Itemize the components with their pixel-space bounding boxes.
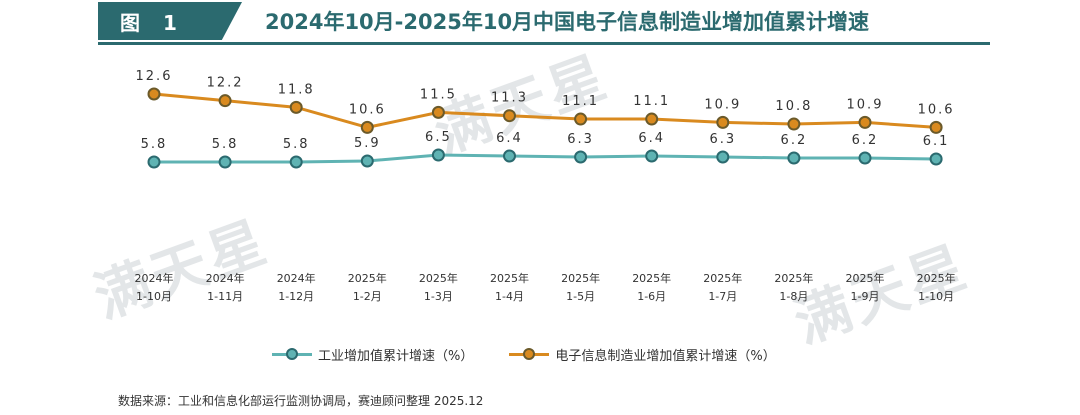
- figure-tag-background: [98, 2, 242, 40]
- data-point: [218, 94, 232, 108]
- data-label: 5.8: [283, 137, 310, 152]
- data-point: [716, 150, 730, 164]
- legend-item-electronics: 电子信息制造业增加值累计增速（%）: [509, 345, 776, 364]
- data-point: [218, 155, 232, 169]
- x-tick-label: 2024年: [135, 271, 174, 285]
- x-tick-label: 1-3月: [424, 290, 453, 303]
- data-label: 5.8: [212, 137, 239, 152]
- data-label: 6.2: [781, 133, 808, 148]
- data-label: 6.2: [852, 133, 879, 148]
- x-tick-label: 1-2月: [353, 290, 382, 303]
- x-tick-label: 2024年: [277, 271, 316, 285]
- x-tick-label: 2025年: [917, 271, 956, 285]
- x-tick-label: 1-7月: [708, 290, 737, 303]
- x-tick-label: 2025年: [419, 271, 458, 285]
- data-point: [716, 115, 730, 129]
- data-point: [858, 151, 872, 165]
- data-point: [787, 117, 801, 131]
- x-tick-label: 1-12月: [278, 290, 314, 303]
- x-tick-label: 2025年: [490, 271, 529, 285]
- figure-header: 图 1 2024年10月-2025年10月中国电子信息制造业增加值累计增速: [0, 0, 1080, 46]
- series-line: [153, 92, 937, 129]
- legend-label-electronics: 电子信息制造业增加值累计增速（%）: [555, 348, 776, 364]
- data-point: [431, 105, 445, 119]
- data-point: [147, 155, 161, 169]
- data-label: 11.8: [278, 82, 315, 97]
- x-tick-label: 1-10月: [136, 290, 172, 303]
- data-label: 11.3: [491, 91, 528, 106]
- data-point: [147, 87, 161, 101]
- chart-legend: 工业增加值累计增速（%） 电子信息制造业增加值累计增速（%）: [272, 343, 812, 365]
- data-label: 10.9: [847, 97, 884, 112]
- data-label: 11.1: [633, 94, 670, 109]
- data-point: [289, 100, 303, 114]
- x-tick-label: 1-5月: [566, 290, 595, 303]
- data-label: 10.6: [918, 102, 955, 117]
- x-tick-label: 2025年: [348, 271, 387, 285]
- data-label: 5.8: [141, 137, 168, 152]
- data-point: [360, 120, 374, 134]
- data-label: 10.8: [775, 99, 812, 114]
- legend-swatch-electronics: [509, 348, 550, 360]
- x-tick-label: 2024年: [206, 271, 245, 285]
- data-label: 6.5: [425, 130, 452, 145]
- data-point: [858, 115, 872, 129]
- data-point: [360, 154, 374, 168]
- header-rule: [98, 42, 990, 45]
- x-tick-label: 1-10月: [918, 290, 954, 303]
- x-tick-label: 1-9月: [851, 290, 880, 303]
- data-label: 11.5: [420, 87, 457, 102]
- line-chart: 5.8 5.8 5.8 5.9 6.5 6.4 6.3 6.4 6.3 6.2 6.2 6.1 12.6…: [135, 69, 956, 303]
- data-label: 12.6: [136, 69, 173, 84]
- series-line: [154, 153, 937, 164]
- data-label: 10.9: [704, 97, 741, 112]
- x-tick-label: 2025年: [703, 271, 742, 285]
- data-label: 12.2: [207, 76, 244, 91]
- data-point: [503, 109, 516, 123]
- data-point: [289, 155, 303, 169]
- data-point: [929, 152, 943, 166]
- legend-swatch-industrial: [272, 348, 312, 360]
- x-tick-label: 1-4月: [495, 290, 524, 303]
- legend-label-industrial: 工业增加值累计增速（%）: [318, 348, 474, 364]
- data-point: [645, 112, 659, 126]
- source-note: 数据来源：工业和信息化部运行监测协调局，赛迪顾问整理 2025.12: [118, 394, 484, 408]
- data-point: [645, 149, 659, 163]
- data-label: 6.3: [567, 132, 594, 147]
- x-tick-label: 1-11月: [207, 290, 243, 303]
- x-tick-label: 2025年: [774, 271, 813, 285]
- legend-marker: [523, 348, 536, 360]
- legend-marker: [286, 348, 298, 360]
- data-point: [431, 148, 445, 162]
- data-point: [787, 151, 801, 165]
- data-label: 5.9: [354, 136, 381, 151]
- x-tick-label: 1-6月: [637, 290, 666, 303]
- data-label: 10.6: [349, 102, 386, 117]
- data-point: [503, 149, 516, 163]
- data-point: [574, 112, 588, 126]
- chart-title: 2024年10月-2025年10月中国电子信息制造业增加值累计增速: [265, 10, 870, 34]
- data-point: [574, 150, 588, 164]
- data-label: 6.1: [923, 134, 950, 149]
- data-point: [929, 120, 943, 134]
- figure-tag: 图 1: [120, 11, 185, 35]
- x-tick-label: 2025年: [632, 271, 671, 285]
- x-tick-label: 2025年: [561, 271, 600, 285]
- data-label: 6.4: [496, 131, 523, 146]
- data-label: 11.1: [562, 94, 599, 109]
- x-tick-label: 2025年: [846, 271, 885, 285]
- x-tick-label: 1-8月: [779, 290, 808, 303]
- data-label: 6.4: [638, 131, 665, 146]
- legend-item-industrial: 工业增加值累计增速（%）: [272, 345, 473, 364]
- data-label: 6.3: [709, 132, 736, 147]
